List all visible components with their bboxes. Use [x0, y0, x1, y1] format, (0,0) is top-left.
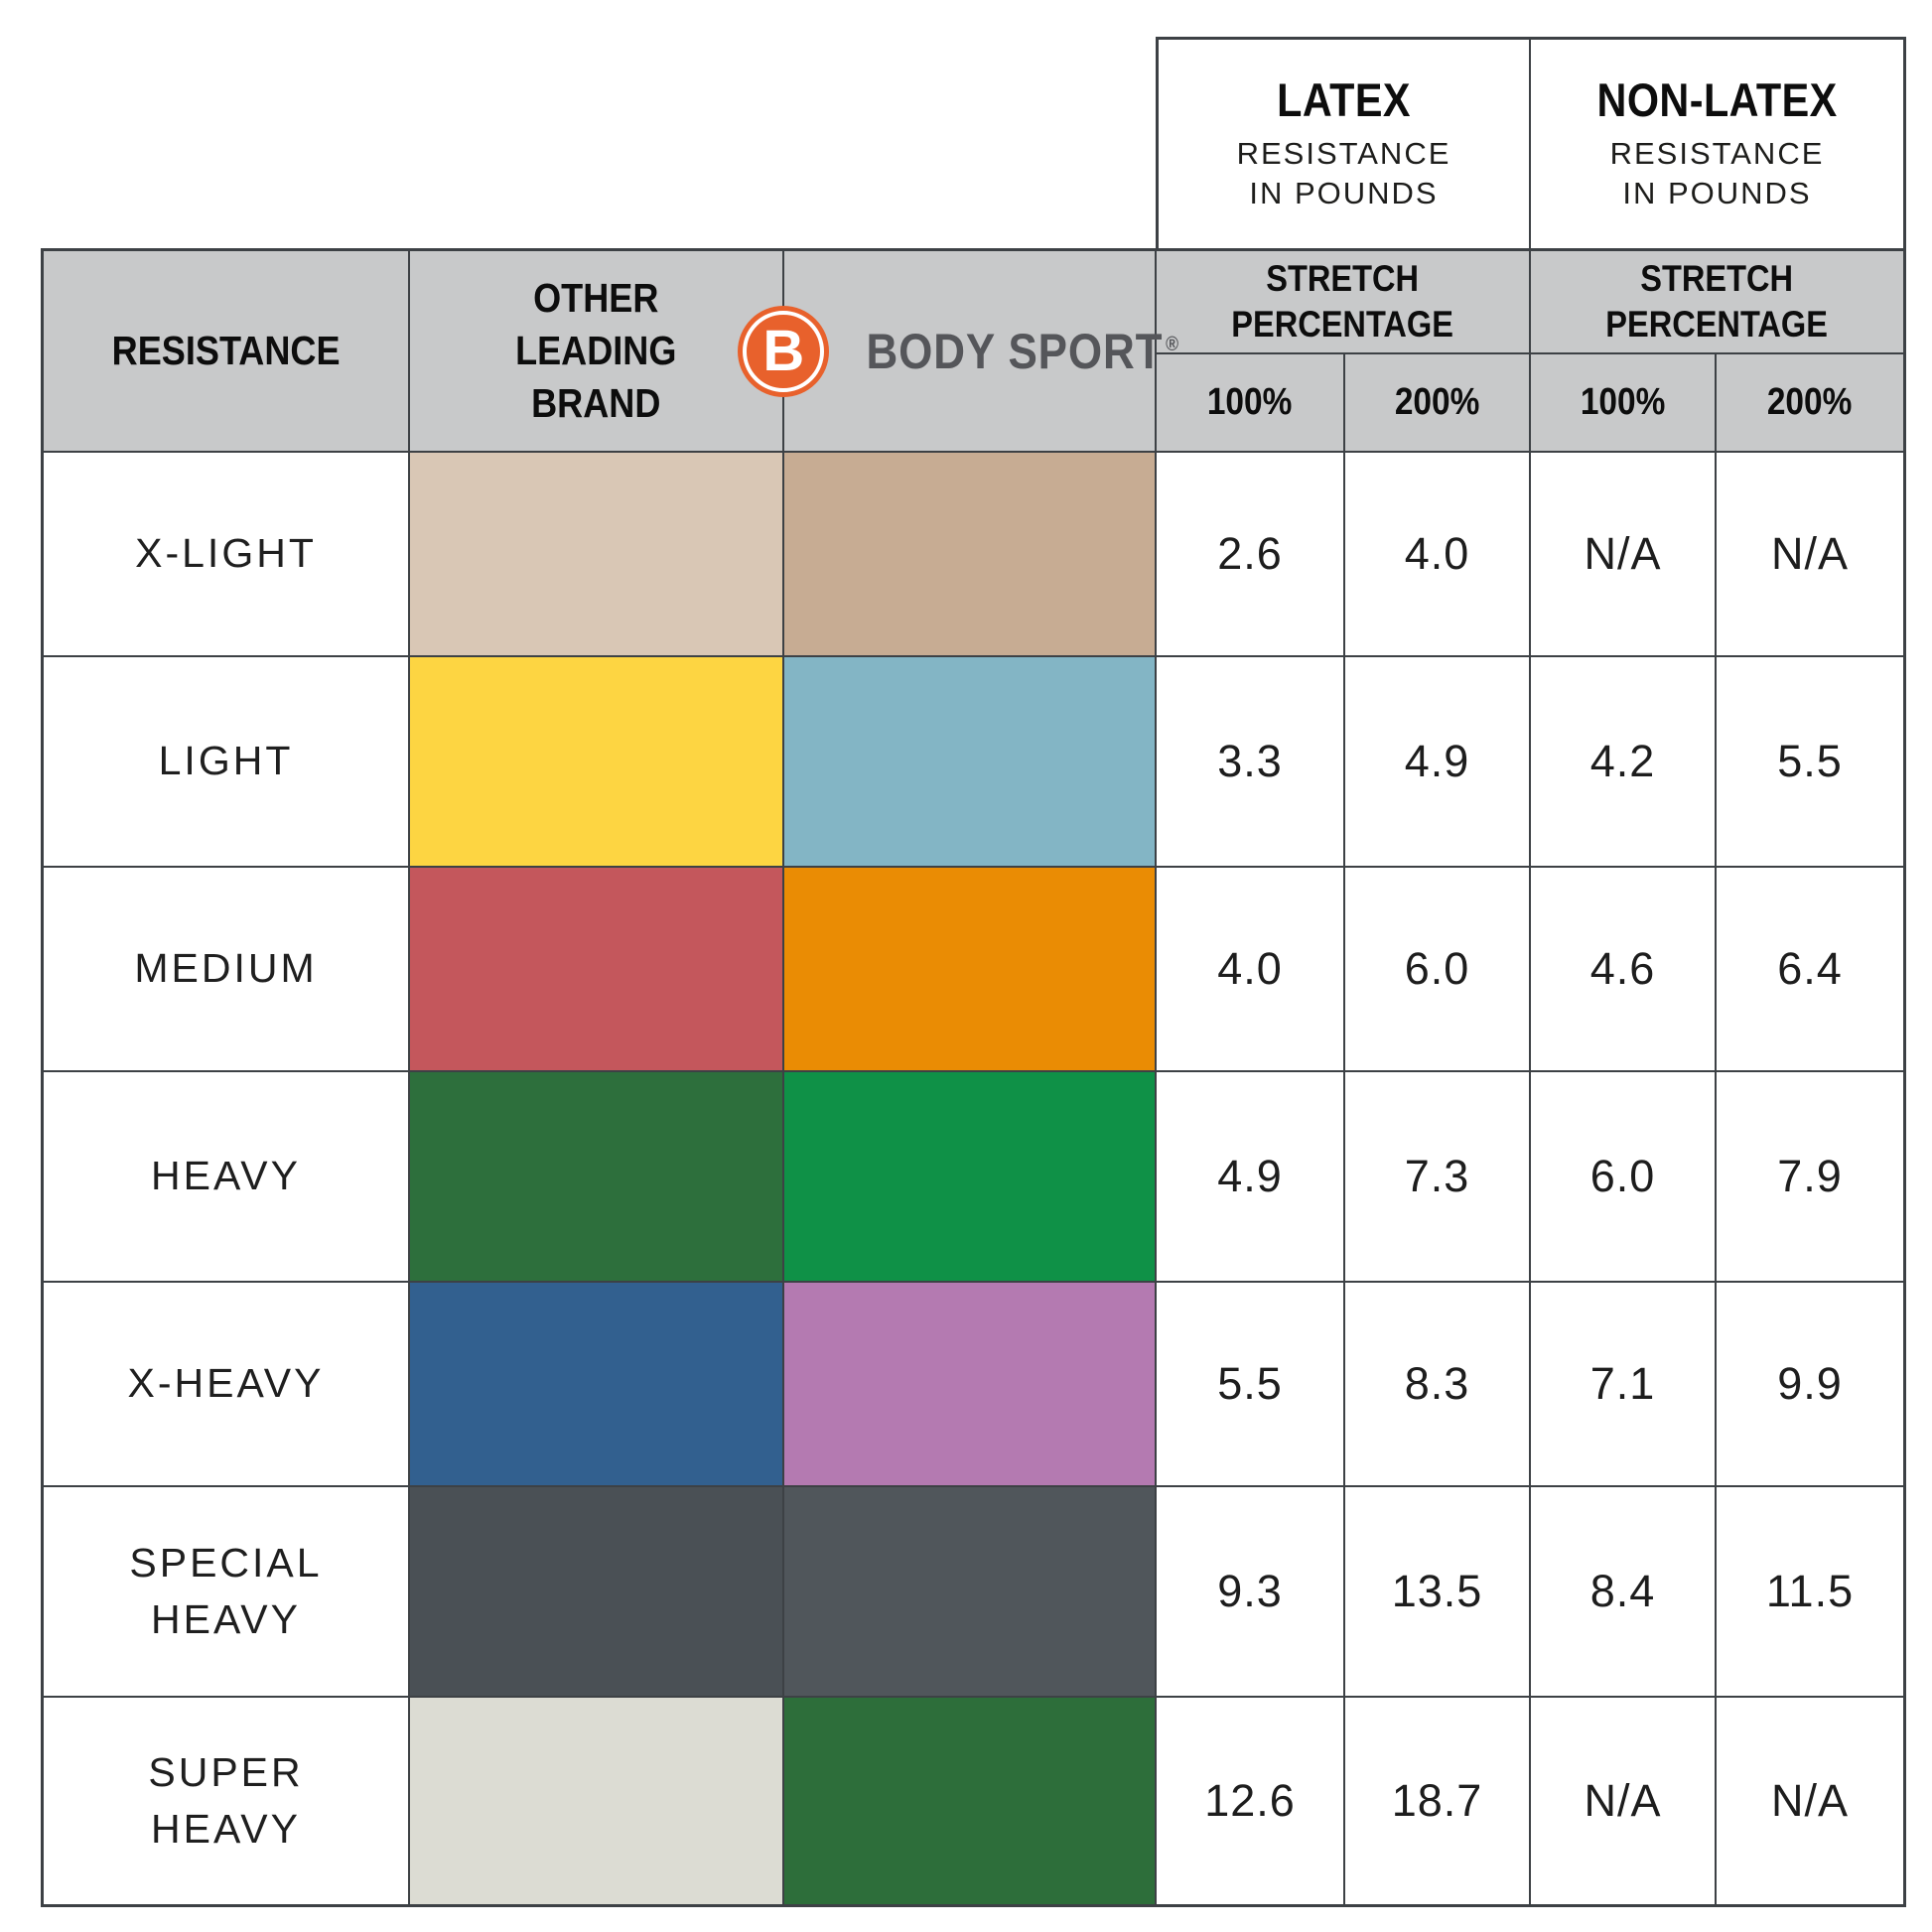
resistance-level-label: HEAVY — [43, 1071, 409, 1282]
body-sport-swatch — [783, 1486, 1156, 1697]
latex-header-cell: LATEX RESISTANCE IN POUNDS — [1158, 39, 1530, 249]
value-cell: 6.4 — [1716, 867, 1904, 1071]
value-cell: 4.9 — [1156, 1071, 1344, 1282]
value-cell: 4.2 — [1530, 656, 1716, 867]
non-latex-subtitle: RESISTANCE IN POUNDS — [1609, 136, 1825, 210]
value-cell: N/A — [1530, 452, 1716, 656]
resistance-level-label: X-LIGHT — [43, 452, 409, 656]
body-sport-swatch — [783, 1071, 1156, 1282]
stretch-percentage-header-non-latex: STRETCH PERCENTAGE — [1530, 250, 1904, 353]
resistance-level-label: LIGHT — [43, 656, 409, 867]
value-cell: 4.9 — [1344, 656, 1530, 867]
resistance-level-label: SPECIAL HEAVY — [43, 1486, 409, 1697]
body-sport-logo: B BODY SPORT ® — [738, 305, 1200, 397]
resistance-level-label: MEDIUM — [43, 867, 409, 1071]
value-cell: 5.5 — [1156, 1282, 1344, 1486]
latex-title: LATEX — [1277, 72, 1411, 126]
value-cell: 11.5 — [1716, 1486, 1904, 1697]
non-latex-header-cell: NON-LATEX RESISTANCE IN POUNDS — [1530, 39, 1904, 249]
latex-200-column-header: 200% — [1344, 353, 1530, 452]
other-brand-swatch — [409, 1697, 783, 1905]
other-brand-swatch — [409, 1071, 783, 1282]
value-cell: N/A — [1716, 1697, 1904, 1905]
stretch-percentage-header-latex: STRETCH PERCENTAGE — [1156, 250, 1530, 353]
body-sport-logo-text: BODY SPORT ® — [866, 323, 1180, 379]
value-cell: 2.6 — [1156, 452, 1344, 656]
value-cell: N/A — [1530, 1697, 1716, 1905]
resistance-level-label: X-HEAVY — [43, 1282, 409, 1486]
resistance-column-header: RESISTANCE — [43, 250, 409, 452]
body-sport-swatch — [783, 452, 1156, 656]
non-latex-200-column-header: 200% — [1716, 353, 1904, 452]
other-brand-swatch — [409, 1486, 783, 1697]
body-sport-monogram: B — [762, 318, 805, 383]
brand-logo-cell: B BODY SPORT ® — [738, 250, 1178, 452]
value-cell: 9.9 — [1716, 1282, 1904, 1486]
body-sport-swatch — [783, 1697, 1156, 1905]
comparison-table: RESISTANCE OTHER LEADING BRAND B BODY SP… — [41, 248, 1906, 1907]
value-cell: 13.5 — [1344, 1486, 1530, 1697]
value-cell: 4.6 — [1530, 867, 1716, 1071]
latex-100-column-header: 100% — [1156, 353, 1344, 452]
body-sport-swatch — [783, 867, 1156, 1071]
value-cell: 7.9 — [1716, 1071, 1904, 1282]
value-cell: 9.3 — [1156, 1486, 1344, 1697]
resistance-level-label: SUPER HEAVY — [43, 1697, 409, 1905]
value-cell: 7.3 — [1344, 1071, 1530, 1282]
value-cell: 12.6 — [1156, 1697, 1344, 1905]
value-cell: 4.0 — [1156, 867, 1344, 1071]
non-latex-100-column-header: 100% — [1530, 353, 1716, 452]
value-cell: 8.3 — [1344, 1282, 1530, 1486]
other-brand-swatch — [409, 867, 783, 1071]
value-cell: N/A — [1716, 452, 1904, 656]
value-cell: 8.4 — [1530, 1486, 1716, 1697]
latex-subtitle: RESISTANCE IN POUNDS — [1236, 136, 1451, 210]
value-cell: 7.1 — [1530, 1282, 1716, 1486]
other-brand-swatch — [409, 452, 783, 656]
value-cell: 6.0 — [1530, 1071, 1716, 1282]
other-brand-swatch — [409, 656, 783, 867]
other-brand-column-header: OTHER LEADING BRAND — [409, 250, 783, 452]
registered-mark: ® — [1166, 333, 1180, 355]
body-sport-logo-icon: B — [738, 305, 830, 397]
body-sport-swatch — [783, 1282, 1156, 1486]
material-header-block: LATEX RESISTANCE IN POUNDS NON-LATEX RES… — [1156, 37, 1906, 251]
value-cell: 5.5 — [1716, 656, 1904, 867]
value-cell: 3.3 — [1156, 656, 1344, 867]
other-brand-swatch — [409, 1282, 783, 1486]
value-cell: 6.0 — [1344, 867, 1530, 1071]
value-cell: 4.0 — [1344, 452, 1530, 656]
body-sport-swatch — [783, 656, 1156, 867]
non-latex-title: NON-LATEX — [1596, 72, 1838, 126]
value-cell: 18.7 — [1344, 1697, 1530, 1905]
